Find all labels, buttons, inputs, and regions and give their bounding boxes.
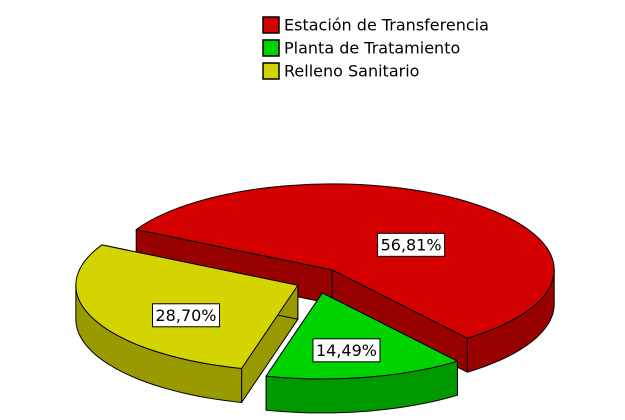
slice-top [135, 183, 555, 339]
legend-label: Planta de Tratamiento [284, 39, 460, 58]
legend-label: Relleno Sanitario [284, 62, 419, 81]
value-label: 56,81% [381, 235, 442, 254]
value-label: 28,70% [156, 306, 217, 325]
value-label: 14,49% [316, 341, 377, 360]
legend-label: Estación de Transferencia [284, 16, 489, 35]
value-label-box [377, 232, 446, 257]
value-label-box [152, 303, 221, 328]
legend-swatch [262, 16, 280, 34]
legend-swatch [262, 39, 280, 57]
legend-swatch [262, 62, 280, 80]
value-label-box [312, 338, 381, 363]
